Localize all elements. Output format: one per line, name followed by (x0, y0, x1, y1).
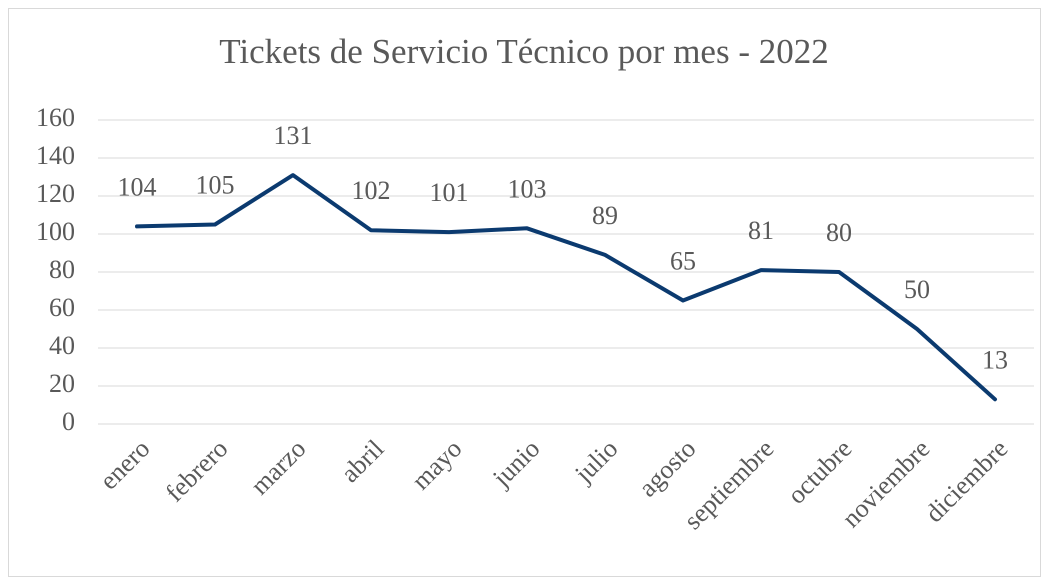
y-tick-label: 120 (36, 179, 75, 208)
data-label: 103 (508, 174, 547, 203)
data-label: 89 (592, 201, 618, 230)
data-label: 104 (118, 172, 157, 201)
y-tick-label: 140 (36, 141, 75, 170)
data-label: 80 (826, 218, 852, 247)
chart-title: Tickets de Servicio Técnico por mes - 20… (219, 32, 828, 71)
data-line (135, 173, 997, 402)
y-tick-label: 20 (49, 369, 75, 398)
data-label: 131 (274, 121, 313, 150)
y-tick-label: 60 (49, 293, 75, 322)
data-label: 105 (196, 170, 235, 199)
data-label: 13 (982, 345, 1008, 374)
data-label: 102 (352, 176, 391, 205)
data-label: 65 (670, 246, 696, 275)
y-tick-label: 80 (49, 255, 75, 284)
data-label: 50 (904, 275, 930, 304)
y-tick-label: 0 (62, 407, 75, 436)
y-tick-label: 100 (36, 217, 75, 246)
data-label: 81 (748, 216, 774, 245)
y-tick-label: 40 (49, 331, 75, 360)
data-label: 101 (430, 178, 469, 207)
y-tick-label: 160 (36, 103, 75, 132)
